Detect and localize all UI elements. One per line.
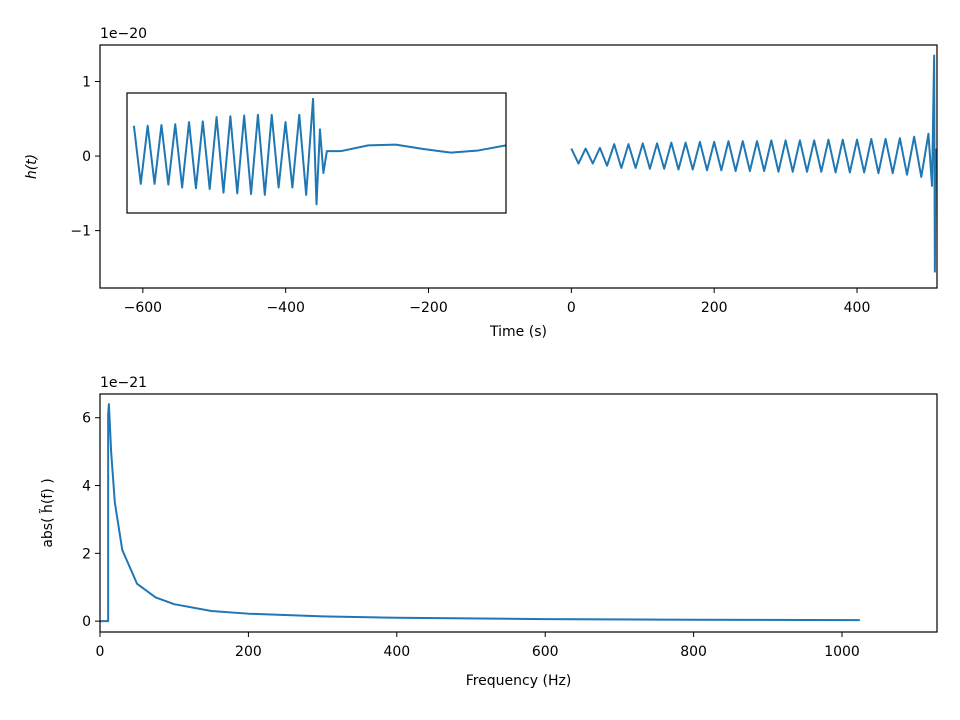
y-tick-label: 0 xyxy=(82,149,91,165)
y-tick-label: 2 xyxy=(82,546,91,562)
x-tick-label: 0 xyxy=(567,300,576,316)
axes-frame xyxy=(99,393,938,633)
x-axis-label: Frequency (Hz) xyxy=(466,673,572,689)
y-tick-label: 0 xyxy=(82,614,91,630)
plot-area xyxy=(570,54,937,273)
offset-label: 1e−21 xyxy=(100,375,147,391)
x-tick-label: 600 xyxy=(532,644,559,660)
x-tick-label: 200 xyxy=(701,300,728,316)
axes-frame xyxy=(99,44,938,289)
y-axis-label: h(t) xyxy=(24,154,40,179)
offset-label: 1e−20 xyxy=(100,26,147,42)
x-tick-label: 200 xyxy=(235,644,262,660)
x-tick-label: 0 xyxy=(96,644,105,660)
x-tick-label: 1000 xyxy=(824,644,860,660)
x-axis-label: Time (s) xyxy=(489,324,547,340)
x-tick-label: −400 xyxy=(266,300,304,316)
plot-area xyxy=(132,97,506,206)
y-tick-label: 1 xyxy=(82,75,91,91)
y-axis-label: abs( h̃(f) ) xyxy=(39,478,56,547)
plot-area xyxy=(100,403,860,623)
x-tick-label: −200 xyxy=(409,300,447,316)
x-tick-label: 400 xyxy=(383,644,410,660)
data-line xyxy=(100,403,860,623)
x-tick-label: 800 xyxy=(680,644,707,660)
x-tick-label: 400 xyxy=(844,300,871,316)
x-tick-label: −600 xyxy=(124,300,162,316)
y-tick-label: 4 xyxy=(82,479,91,495)
data-line xyxy=(132,97,506,206)
y-tick-label: 6 xyxy=(82,411,91,427)
axes-frame xyxy=(126,92,507,214)
data-line xyxy=(570,54,937,273)
y-tick-label: −1 xyxy=(70,224,91,240)
